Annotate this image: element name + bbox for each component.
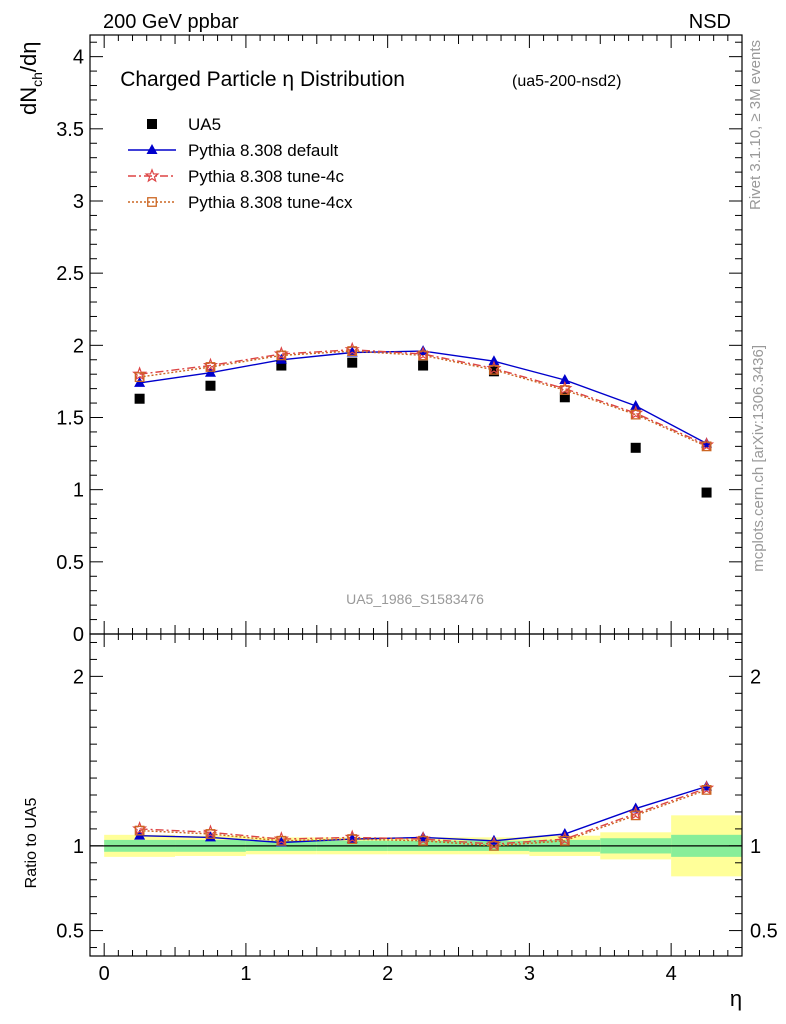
data-point-main (276, 350, 287, 361)
y-tick-label-ratio: 2 (73, 666, 84, 688)
data-point-main (489, 364, 499, 375)
data-point-main (630, 442, 641, 453)
ratio-series (132, 780, 715, 851)
legend-label: UA5 (188, 115, 221, 134)
legend-label: Pythia 8.308 tune-4c (188, 167, 344, 186)
data-point-main (347, 357, 358, 368)
data-point-main (417, 345, 429, 356)
legend: UA5 Pythia 8.308 default Pythia 8.308 tune… (128, 115, 353, 212)
data-point-main (559, 392, 570, 403)
series-line-ratio (139, 789, 707, 847)
y-tick-label-main: 3 (73, 191, 84, 213)
y-tick-label-main: 3.5 (56, 119, 84, 141)
data-point-main (559, 385, 570, 395)
ratio-panel: 0.5 0.5 1 1 2 2 0 1 2 3 4 Ratio to UA5 η (23, 633, 778, 1011)
legend-marker (147, 119, 157, 129)
legend-label: Pythia 8.308 tune-4cx (188, 193, 353, 212)
x-tick-label: 1 (240, 963, 251, 985)
data-point-main (275, 353, 287, 364)
ratio-axes: 0.5 0.5 1 1 2 2 0 1 2 3 4 (56, 634, 778, 985)
y-tick-label-ratio-right: 0.5 (750, 921, 778, 943)
data-point-ratio (559, 835, 570, 846)
y-tick-label-main: 2 (73, 335, 84, 357)
data-point-main (205, 380, 216, 391)
x-tick-label: 4 (666, 963, 677, 985)
main-series (132, 341, 715, 498)
y-tick-label-ratio: 1 (73, 836, 84, 858)
data-point-ratio (134, 825, 145, 836)
data-point-main (418, 350, 428, 361)
legend-marker (147, 197, 157, 207)
header-right-label: NSD (689, 11, 731, 33)
data-point-main (276, 360, 287, 371)
data-point-main (418, 360, 429, 371)
y-axis-label-main: dNch/dη (16, 41, 45, 115)
data-point-ratio (489, 840, 499, 851)
mcplots-label: mcplots.cern.ch [arXiv:1306.3436] (750, 345, 767, 572)
data-point-main (347, 346, 358, 356)
x-tick-label: 3 (524, 963, 535, 985)
watermark: UA5_1986_S1583476 (346, 591, 484, 607)
chart-title: Charged Particle η Distribution (120, 68, 405, 91)
data-point-ratio (701, 785, 712, 795)
data-point-ratio (276, 835, 287, 846)
legend-label: Pythia 8.308 default (188, 141, 339, 160)
data-point-main (701, 441, 712, 452)
data-point-main (134, 372, 145, 382)
data-point-main (205, 362, 216, 372)
y-tick-label-main: 4 (73, 47, 84, 69)
data-point-main (630, 399, 642, 410)
y-tick-label-ratio-right: 2 (750, 666, 761, 688)
data-point-main (134, 393, 145, 404)
y-tick-label-main: 2.5 (56, 263, 84, 285)
y-axis-label-ratio: Ratio to UA5 (23, 798, 40, 889)
y-tick-label-ratio: 0.5 (56, 921, 84, 943)
y-tick-label-main: 1 (73, 480, 84, 502)
legend-marker (144, 168, 160, 183)
data-point-ratio (630, 810, 641, 821)
ratio-frame (89, 633, 743, 957)
data-point-ratio (347, 834, 358, 844)
main-axes: 0 0.5 1 1.5 2 2.5 3 3.5 4 (56, 35, 743, 646)
y-tick-label-main: 1.5 (56, 407, 84, 429)
x-tick-label: 2 (382, 963, 393, 985)
x-tick-label: 0 (99, 963, 110, 985)
series-line-main (139, 350, 707, 448)
data-point-main (630, 409, 641, 420)
y-tick-label-main: 0 (73, 624, 84, 646)
y-tick-label-main: 0.5 (56, 552, 84, 574)
legend-marker (146, 144, 158, 154)
data-point-main (559, 373, 571, 384)
series-line-main (139, 348, 707, 446)
header-left-label: 200 GeV ppbar (103, 11, 239, 33)
data-point-ratio (418, 835, 428, 846)
data-point-main (701, 487, 712, 498)
data-point-main (488, 355, 500, 366)
y-tick-label-ratio-right: 1 (750, 836, 761, 858)
x-axis-label: η (730, 986, 742, 1011)
data-point-ratio (205, 829, 216, 839)
rivet-label: Rivet 3.1.10, ≥ 3M events (747, 40, 764, 210)
chart-subtitle: (ua5-200-nsd2) (512, 73, 621, 90)
